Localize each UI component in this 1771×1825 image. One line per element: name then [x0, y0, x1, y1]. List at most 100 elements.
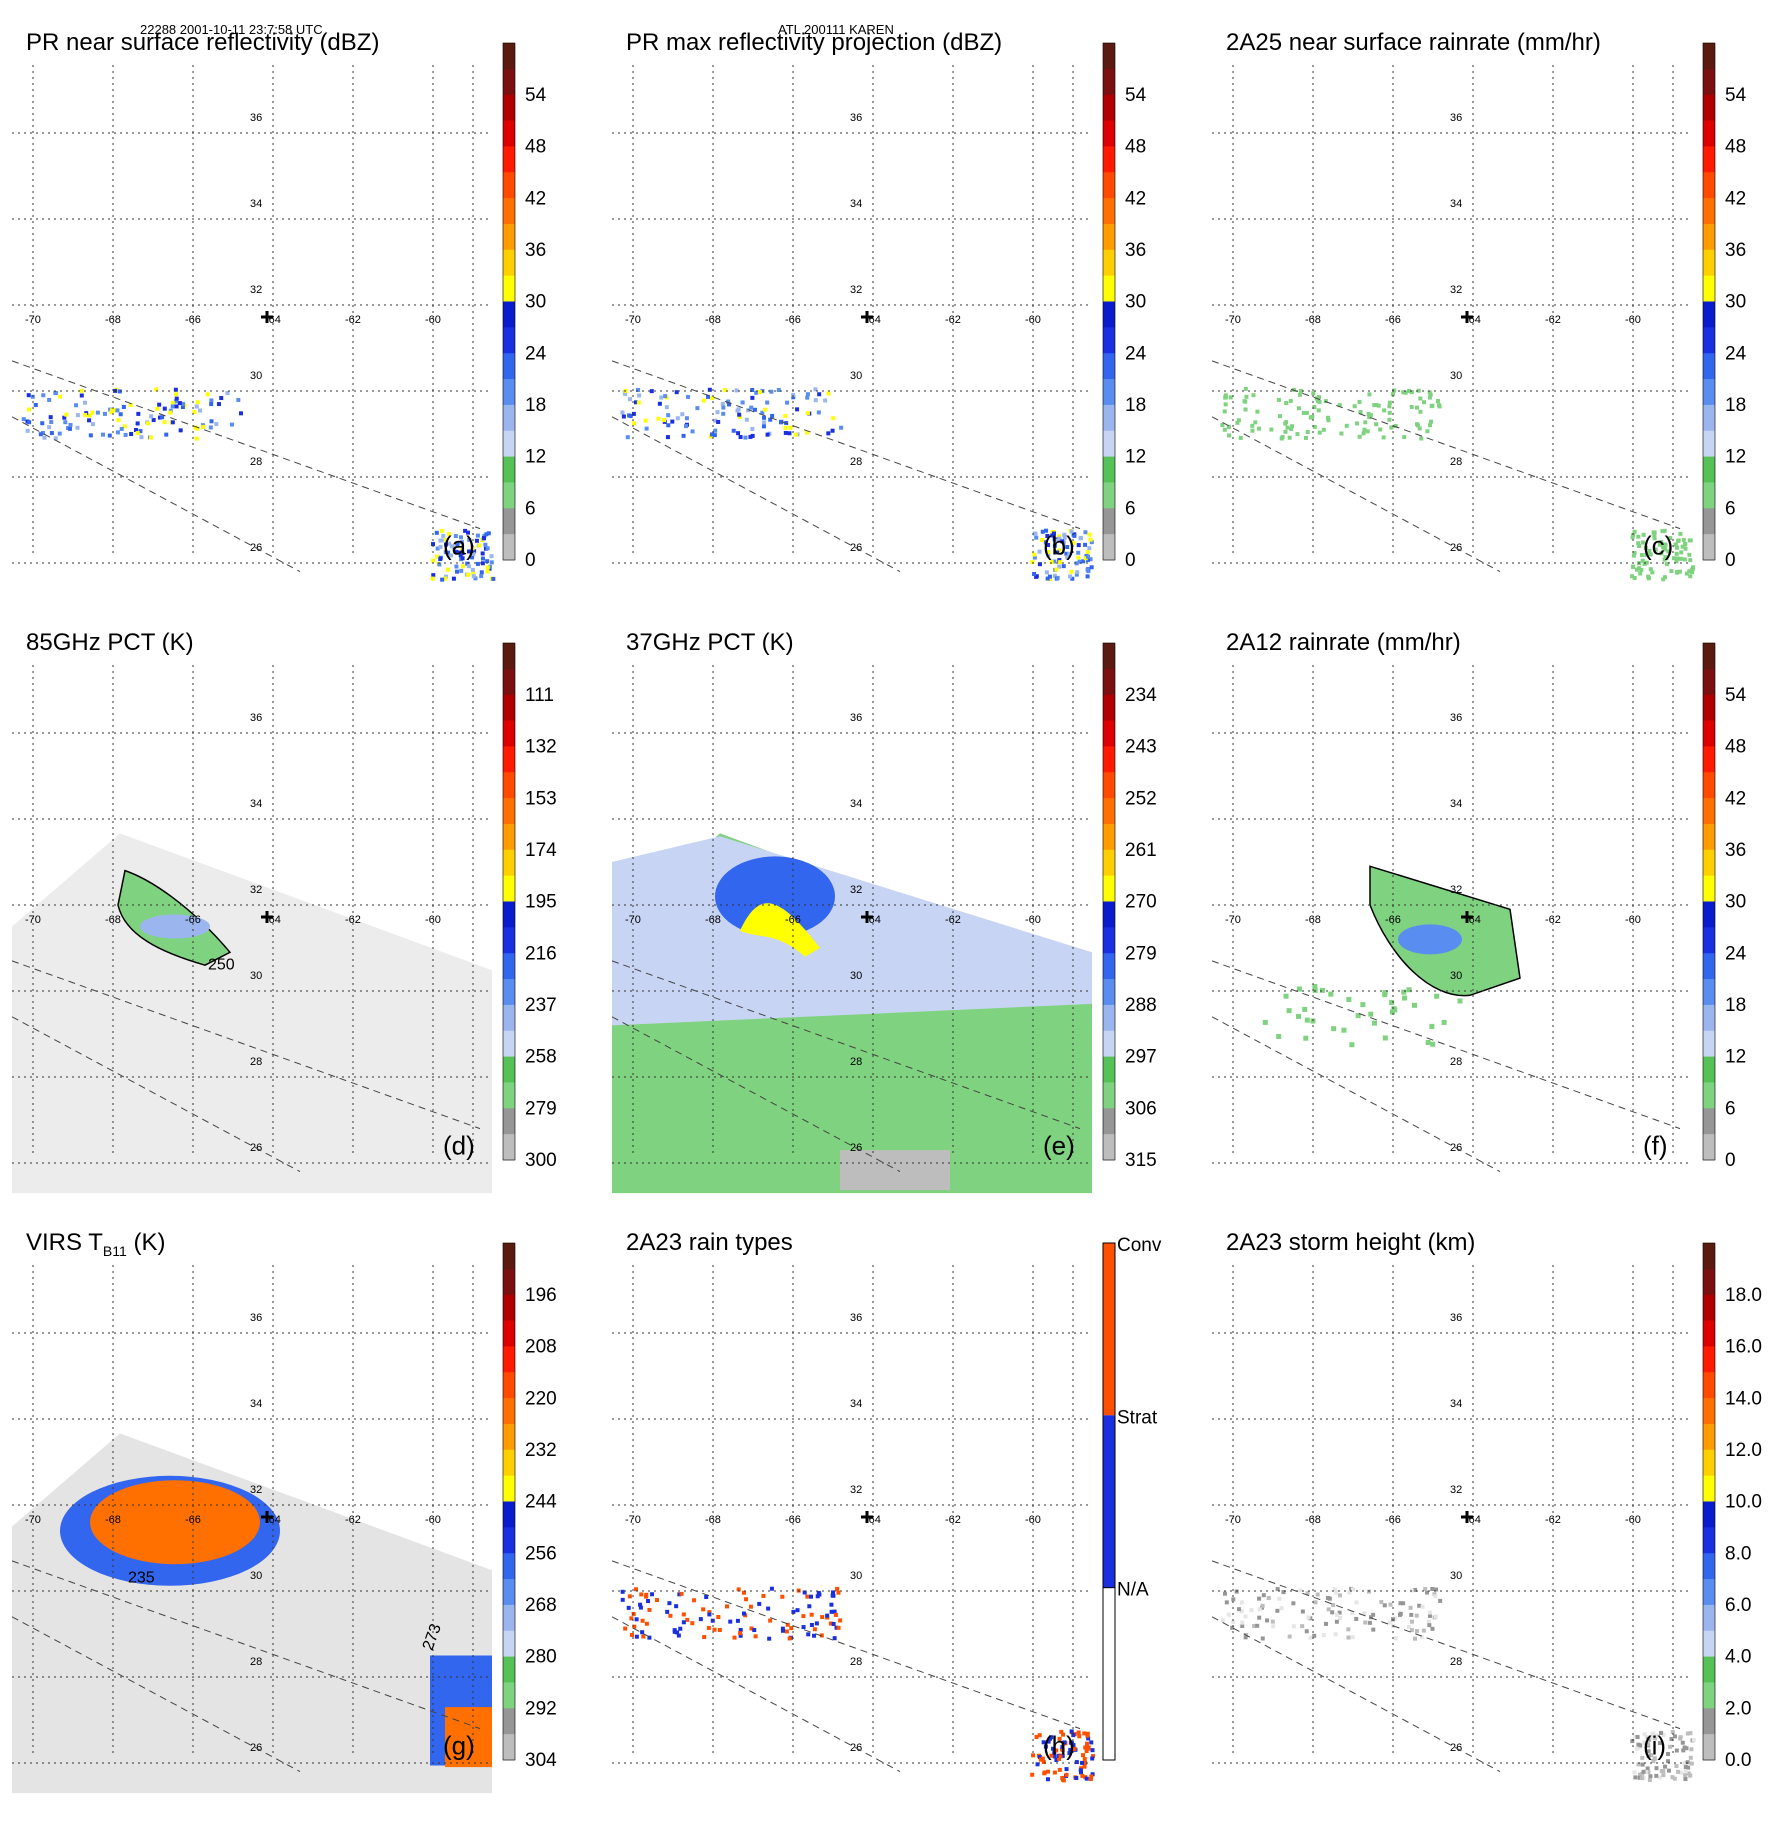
data-pixel: [670, 419, 675, 424]
data-pixel: [1051, 531, 1056, 536]
colorbar-swatch: [1703, 875, 1715, 902]
data-pixel: [750, 426, 755, 431]
data-pixel: [1083, 542, 1088, 547]
colorbar-tick-label: 237: [525, 995, 557, 1016]
data-pixel: [1639, 567, 1644, 572]
colorbar-swatch: [1703, 1108, 1715, 1135]
panel-a: 363432302826-70-68-66-64-62-605448423630…: [0, 25, 600, 625]
data-pixel: [1227, 433, 1232, 438]
data-pixel: [838, 1618, 843, 1623]
colorbar-swatch: [1103, 772, 1115, 799]
lon-tick-label: -62: [945, 314, 961, 326]
panel-plot: 363432302826-70-68-66-64-62-605448423630…: [1211, 642, 1747, 1173]
data-pixel: [1409, 1612, 1414, 1617]
data-pixel: [1276, 397, 1281, 402]
data-pixel: [1086, 557, 1091, 562]
data-pixel: [444, 542, 449, 547]
data-pixel: [1052, 573, 1057, 578]
colorbar-tick-label: 18: [1125, 395, 1146, 416]
data-pixel: [744, 1597, 749, 1602]
data-pixel: [1378, 427, 1383, 432]
colorbar-tick-label: 0: [1725, 1150, 1736, 1171]
data-pixel: [1382, 1603, 1387, 1608]
lon-tick-label: -70: [625, 914, 641, 926]
colorbar-swatch: [1103, 353, 1115, 380]
data-pixel: [236, 397, 241, 402]
data-pixel: [1235, 420, 1240, 425]
data-pixel: [643, 418, 648, 423]
colorbar-swatch: [503, 1734, 515, 1761]
data-pixel: [721, 411, 726, 416]
colorbar-tick-label: 6: [1125, 498, 1136, 519]
data-pixel: [1363, 420, 1368, 425]
data-pixel: [1689, 1761, 1694, 1766]
data-pixel: [1647, 1777, 1652, 1782]
data-pixel: [805, 430, 810, 435]
colorbar: 54 48 42 36 30 24 18 12 6 0: [1702, 642, 1747, 1171]
data-pixel: [1331, 1603, 1336, 1608]
data-pixel: [79, 393, 84, 398]
data-pixel: [477, 543, 482, 548]
colorbar-swatch: [1103, 120, 1115, 147]
data-pixel: [1083, 1745, 1088, 1750]
colorbar-swatch: [1703, 823, 1715, 851]
lon-tick-label: -66: [185, 1514, 201, 1526]
colorbar-frame: [502, 42, 516, 561]
data-pixel: [654, 1598, 659, 1603]
colorbar-swatch: [503, 94, 515, 122]
data-pixel: [1668, 536, 1673, 541]
swath-edge: [11, 960, 481, 1130]
data-pixel: [1283, 421, 1288, 426]
data-pixel: [1087, 532, 1092, 537]
data-pixel: [441, 533, 446, 538]
data-pixel: [1240, 1620, 1245, 1625]
data-pixel: [1054, 1757, 1059, 1762]
data-pixel: [709, 432, 714, 437]
data-pixel: [1331, 1026, 1337, 1032]
lat-tick-label: 28: [850, 1656, 862, 1668]
colorbar-tick-label: 232: [525, 1440, 557, 1461]
data-pixel: [1310, 414, 1315, 419]
colorbar-swatch: [1703, 482, 1715, 509]
data-pixel: [1427, 1613, 1432, 1618]
data-pixel: [1674, 559, 1679, 564]
data-pixel: [1064, 1772, 1069, 1777]
data-pixel: [1287, 435, 1292, 440]
data-pixel: [766, 1606, 771, 1611]
colorbar-swatch: [1703, 1708, 1715, 1735]
colorbar-tick-label: 220: [525, 1388, 557, 1409]
data-pixel: [1327, 1596, 1332, 1601]
data-pixel: [205, 392, 210, 397]
data-pixel: [727, 402, 732, 407]
data-pixel: [1058, 560, 1063, 565]
colorbar-swatch: [1103, 643, 1115, 670]
data-pixel: [1682, 557, 1687, 562]
colorbar-swatch: [1703, 68, 1715, 96]
colorbar-swatch: [1103, 668, 1115, 696]
data-pixel: [1070, 576, 1075, 581]
data-pixel: [728, 1619, 733, 1624]
lat-tick-label: 34: [250, 1398, 262, 1410]
swath-edge: [1211, 960, 1681, 1130]
data-pixel: [1074, 1776, 1079, 1781]
data-pixel: [1366, 1589, 1371, 1594]
swath-edge: [11, 1016, 301, 1173]
colorbar-swatch: [503, 198, 515, 225]
colorbar-swatch: [503, 1604, 515, 1632]
data-pixel: [485, 565, 490, 570]
data-pixel: [1339, 431, 1344, 436]
lon-tick-label: -66: [1385, 914, 1401, 926]
colorbar-swatch: [503, 1501, 515, 1528]
colorbar-tick-label: 18.0: [1725, 1285, 1762, 1306]
lat-tick-label: 34: [1450, 198, 1462, 210]
data-pixel: [482, 533, 487, 538]
header-center: ATL 200111 KAREN: [778, 22, 894, 37]
data-pixel: [1636, 534, 1641, 539]
data-pixel: [1283, 993, 1289, 999]
data-pixel: [1046, 550, 1051, 555]
lat-tick-label: 28: [850, 1056, 862, 1068]
colorbar-swatch: [503, 223, 515, 251]
data-pixel: [460, 556, 465, 561]
data-pixel: [174, 404, 179, 409]
data-pixel: [1427, 1623, 1432, 1628]
